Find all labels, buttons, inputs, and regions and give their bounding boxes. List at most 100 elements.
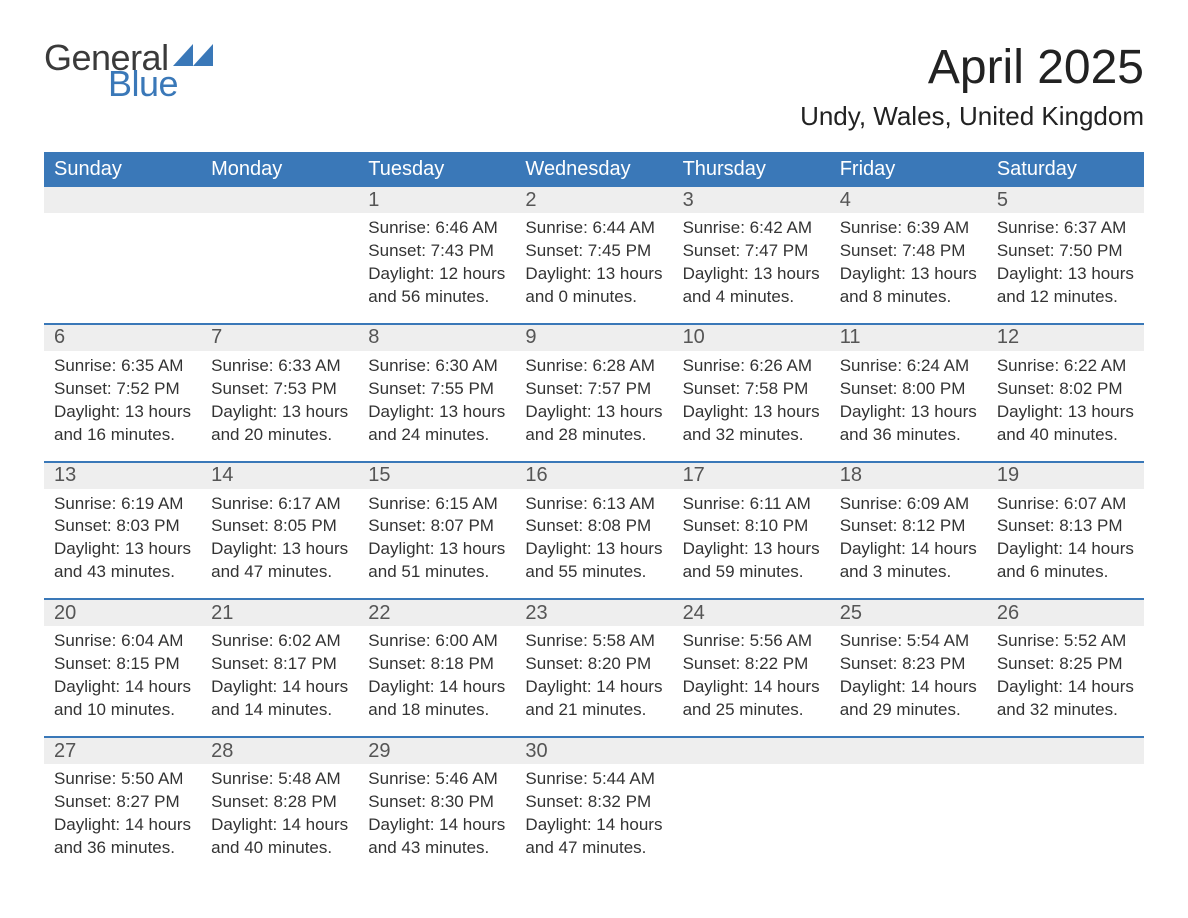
sunrise-line: Sunrise: 6:28 AM <box>525 355 662 378</box>
day-number: 27 <box>44 740 76 763</box>
sunset-line: Sunset: 8:03 PM <box>54 515 191 538</box>
day-number-bar: 23 <box>515 600 672 626</box>
daylight-line: Daylight: 14 hours and 3 minutes. <box>840 538 977 584</box>
calendar-day: 8Sunrise: 6:30 AMSunset: 7:55 PMDaylight… <box>358 325 515 461</box>
day-number-bar: 28 <box>201 738 358 764</box>
calendar-day: 11Sunrise: 6:24 AMSunset: 8:00 PMDayligh… <box>830 325 987 461</box>
daylight-line: Daylight: 13 hours and 16 minutes. <box>54 401 191 447</box>
calendar-week: 27Sunrise: 5:50 AMSunset: 8:27 PMDayligh… <box>44 736 1144 874</box>
daylight-line: Daylight: 14 hours and 14 minutes. <box>211 676 348 722</box>
calendar-day: 29Sunrise: 5:46 AMSunset: 8:30 PMDayligh… <box>358 738 515 874</box>
dow-cell: Thursday <box>673 152 830 187</box>
calendar-day <box>987 738 1144 874</box>
sunset-line: Sunset: 8:05 PM <box>211 515 348 538</box>
day-number-bar: 4 <box>830 187 987 213</box>
day-body: Sunrise: 6:26 AMSunset: 7:58 PMDaylight:… <box>673 351 830 447</box>
day-body: Sunrise: 6:30 AMSunset: 7:55 PMDaylight:… <box>358 351 515 447</box>
sunset-line: Sunset: 7:45 PM <box>525 240 662 263</box>
day-body: Sunrise: 6:33 AMSunset: 7:53 PMDaylight:… <box>201 351 358 447</box>
day-number-bar <box>201 187 358 213</box>
month-title: April 2025 <box>800 40 1144 95</box>
daylight-line: Daylight: 13 hours and 28 minutes. <box>525 401 662 447</box>
calendar-day <box>673 738 830 874</box>
day-number-bar: 9 <box>515 325 672 351</box>
daylight-line: Daylight: 14 hours and 10 minutes. <box>54 676 191 722</box>
day-number: 8 <box>358 326 379 349</box>
day-number: 22 <box>358 602 390 625</box>
day-number-bar: 21 <box>201 600 358 626</box>
day-number-bar: 27 <box>44 738 201 764</box>
day-number: 9 <box>515 326 536 349</box>
sunrise-line: Sunrise: 6:24 AM <box>840 355 977 378</box>
day-body: Sunrise: 6:42 AMSunset: 7:47 PMDaylight:… <box>673 213 830 309</box>
day-number-bar: 18 <box>830 463 987 489</box>
day-body: Sunrise: 6:19 AMSunset: 8:03 PMDaylight:… <box>44 489 201 585</box>
daylight-line: Daylight: 14 hours and 32 minutes. <box>997 676 1134 722</box>
day-number: 7 <box>201 326 222 349</box>
daylight-line: Daylight: 14 hours and 29 minutes. <box>840 676 977 722</box>
sunset-line: Sunset: 7:50 PM <box>997 240 1134 263</box>
day-body: Sunrise: 6:04 AMSunset: 8:15 PMDaylight:… <box>44 626 201 722</box>
sunset-line: Sunset: 8:08 PM <box>525 515 662 538</box>
day-number-bar <box>673 738 830 764</box>
day-number-bar: 24 <box>673 600 830 626</box>
sunrise-line: Sunrise: 6:13 AM <box>525 493 662 516</box>
calendar-day: 21Sunrise: 6:02 AMSunset: 8:17 PMDayligh… <box>201 600 358 736</box>
calendar-day: 6Sunrise: 6:35 AMSunset: 7:52 PMDaylight… <box>44 325 201 461</box>
day-body: Sunrise: 6:13 AMSunset: 8:08 PMDaylight:… <box>515 489 672 585</box>
daylight-line: Daylight: 14 hours and 6 minutes. <box>997 538 1134 584</box>
sunrise-line: Sunrise: 5:44 AM <box>525 768 662 791</box>
day-number-bar: 2 <box>515 187 672 213</box>
sunrise-line: Sunrise: 5:56 AM <box>683 630 820 653</box>
sunrise-line: Sunrise: 6:07 AM <box>997 493 1134 516</box>
dow-cell: Wednesday <box>515 152 672 187</box>
daylight-line: Daylight: 14 hours and 43 minutes. <box>368 814 505 860</box>
day-number: 1 <box>358 189 379 212</box>
day-number: 3 <box>673 189 694 212</box>
daylight-line: Daylight: 13 hours and 43 minutes. <box>54 538 191 584</box>
sunrise-line: Sunrise: 6:04 AM <box>54 630 191 653</box>
daylight-line: Daylight: 13 hours and 32 minutes. <box>683 401 820 447</box>
day-body: Sunrise: 6:00 AMSunset: 8:18 PMDaylight:… <box>358 626 515 722</box>
day-number-bar <box>44 187 201 213</box>
sunrise-line: Sunrise: 6:46 AM <box>368 217 505 240</box>
day-number-bar: 22 <box>358 600 515 626</box>
location-text: Undy, Wales, United Kingdom <box>800 101 1144 132</box>
day-number-bar: 15 <box>358 463 515 489</box>
day-body: Sunrise: 5:56 AMSunset: 8:22 PMDaylight:… <box>673 626 830 722</box>
day-number-bar: 1 <box>358 187 515 213</box>
day-number: 24 <box>673 602 705 625</box>
sunset-line: Sunset: 7:55 PM <box>368 378 505 401</box>
sunrise-line: Sunrise: 6:37 AM <box>997 217 1134 240</box>
dow-cell: Saturday <box>987 152 1144 187</box>
calendar-day: 3Sunrise: 6:42 AMSunset: 7:47 PMDaylight… <box>673 187 830 323</box>
day-number-bar <box>830 738 987 764</box>
sunrise-line: Sunrise: 5:46 AM <box>368 768 505 791</box>
calendar-day: 4Sunrise: 6:39 AMSunset: 7:48 PMDaylight… <box>830 187 987 323</box>
day-number: 10 <box>673 326 705 349</box>
day-number: 5 <box>987 189 1008 212</box>
day-number-bar: 30 <box>515 738 672 764</box>
calendar-week: 13Sunrise: 6:19 AMSunset: 8:03 PMDayligh… <box>44 461 1144 599</box>
sunrise-line: Sunrise: 5:48 AM <box>211 768 348 791</box>
day-body: Sunrise: 6:28 AMSunset: 7:57 PMDaylight:… <box>515 351 672 447</box>
sunset-line: Sunset: 8:12 PM <box>840 515 977 538</box>
day-body: Sunrise: 6:39 AMSunset: 7:48 PMDaylight:… <box>830 213 987 309</box>
day-body: Sunrise: 5:44 AMSunset: 8:32 PMDaylight:… <box>515 764 672 860</box>
day-number-bar: 14 <box>201 463 358 489</box>
day-number-bar: 29 <box>358 738 515 764</box>
day-number: 14 <box>201 464 233 487</box>
calendar-week: 6Sunrise: 6:35 AMSunset: 7:52 PMDaylight… <box>44 323 1144 461</box>
daylight-line: Daylight: 13 hours and 0 minutes. <box>525 263 662 309</box>
sunrise-line: Sunrise: 6:09 AM <box>840 493 977 516</box>
sunrise-line: Sunrise: 6:15 AM <box>368 493 505 516</box>
day-number: 18 <box>830 464 862 487</box>
dow-cell: Monday <box>201 152 358 187</box>
day-number-bar: 3 <box>673 187 830 213</box>
day-number-bar: 10 <box>673 325 830 351</box>
day-number-bar: 25 <box>830 600 987 626</box>
day-number-bar: 7 <box>201 325 358 351</box>
day-number: 30 <box>515 740 547 763</box>
day-body: Sunrise: 6:09 AMSunset: 8:12 PMDaylight:… <box>830 489 987 585</box>
calendar-day: 30Sunrise: 5:44 AMSunset: 8:32 PMDayligh… <box>515 738 672 874</box>
